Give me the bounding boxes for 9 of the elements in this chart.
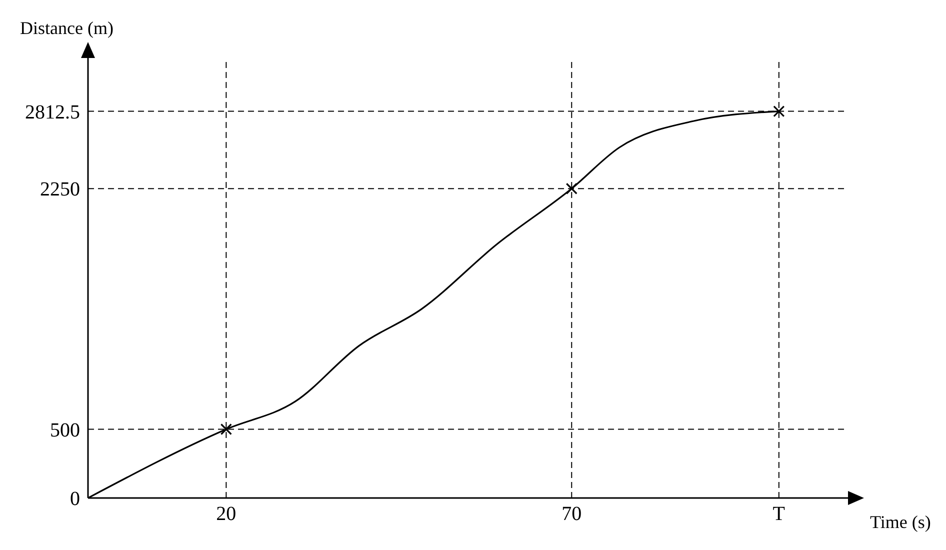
x-tick-label: T (772, 503, 786, 526)
y-tick-label: 2812.5 (25, 101, 80, 124)
y-tick-label: 500 (50, 419, 80, 442)
x-tick-label: 20 (216, 503, 236, 526)
y-tick-label: 2250 (40, 178, 80, 201)
y-axis-title: Distance (m) (20, 18, 114, 39)
y-tick-label: 0 (70, 488, 80, 510)
x-axis-title: Time (s) (870, 512, 931, 533)
x-tick-label: 70 (562, 503, 582, 526)
